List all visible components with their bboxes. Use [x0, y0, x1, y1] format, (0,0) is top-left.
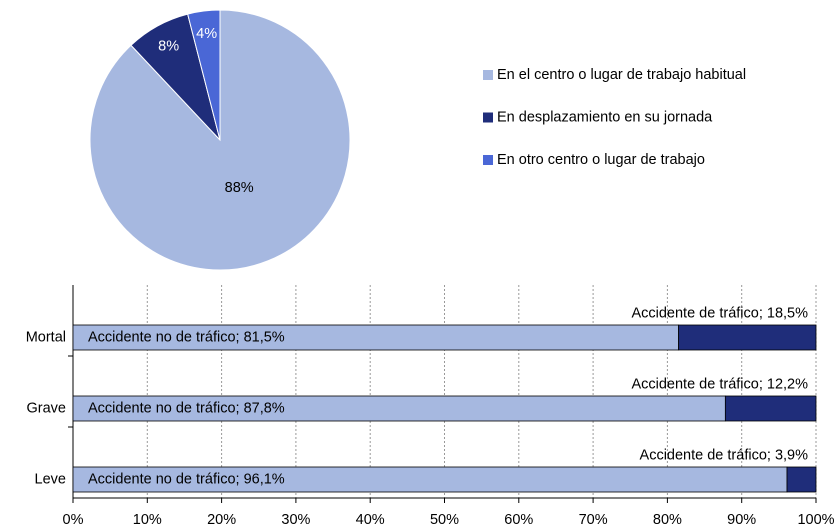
pie-chart: 88% En el centro o lugar de trabajo habit…: [89, 9, 746, 271]
data-label: Accidente de tráfico; 18,5%: [631, 305, 808, 321]
y-tick-label: Grave: [27, 400, 67, 416]
bar-segment: [72, 395, 726, 422]
bar-chart: 0% 10% 20% 30% 40% 50% 60% 70% 80% 90% 100% Mortal A…: [26, 285, 835, 528]
y-tick-label: Mortal: [26, 329, 66, 345]
bar-segment: [678, 324, 817, 351]
legend-swatch: [483, 155, 493, 165]
legend-swatch: [483, 112, 493, 123]
legend-swatch: [483, 70, 493, 80]
bar-segment: [72, 466, 788, 493]
data-label: Accidente no de tráfico; 81,5%: [88, 329, 285, 345]
x-tick-label: 100%: [797, 512, 834, 528]
x-tick-label: 70%: [579, 512, 608, 528]
x-tick-label: 40%: [356, 512, 385, 528]
x-tick-label: 50%: [430, 512, 459, 528]
data-label: Accidente no de tráfico; 96,1%: [88, 471, 285, 487]
x-tick-label: 30%: [281, 512, 310, 528]
slice-label: 8%: [158, 38, 179, 54]
x-tick-label: 80%: [653, 512, 682, 528]
x-tick-label: 0%: [63, 512, 84, 528]
pie-slice: [187, 9, 221, 141]
bar-segment: [724, 395, 817, 422]
legend-label: En desplazamiento en su jornada: [497, 109, 713, 125]
y-tick-label: Leve: [35, 471, 66, 487]
data-label: Accidente de tráfico; 3,9%: [640, 447, 809, 463]
x-tick-label: 20%: [207, 512, 236, 528]
legend-label: En otro centro o lugar de trabajo: [497, 152, 705, 168]
x-tick-label: 90%: [727, 512, 756, 528]
slice-label: 88%: [225, 180, 254, 196]
slice-label: 4%: [196, 26, 217, 42]
x-tick-label: 10%: [133, 512, 162, 528]
x-tick-label: 60%: [504, 512, 533, 528]
data-label: Accidente de tráfico; 12,2%: [631, 376, 808, 392]
data-label: Accidente no de tráfico; 87,8%: [88, 400, 285, 416]
bar-segment: [786, 466, 817, 493]
legend-label: En el centro o lugar de trabajo habitual: [497, 67, 746, 83]
